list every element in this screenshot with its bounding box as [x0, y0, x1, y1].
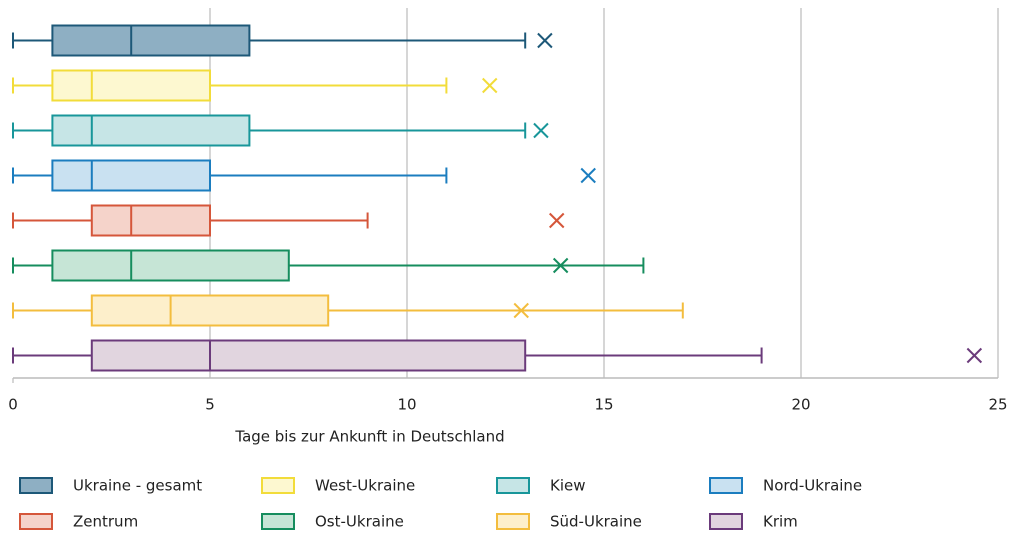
x-tick-label: 10	[397, 396, 416, 414]
x-tick-label: 25	[988, 396, 1007, 414]
legend-label: Süd-Ukraine	[550, 513, 642, 531]
legend-swatch	[19, 513, 53, 530]
x-axis-label: Tage bis zur Ankunft in Deutschland	[234, 428, 504, 446]
legend-swatch	[261, 513, 295, 530]
legend-swatch	[496, 477, 530, 494]
legend-swatch	[261, 477, 295, 494]
x-tick-label: 15	[594, 396, 613, 414]
legend-label: Nord-Ukraine	[763, 477, 862, 495]
legend-label: Ukraine - gesamt	[73, 477, 202, 495]
mean-stroke	[966, 347, 983, 364]
mean-marker	[580, 167, 596, 184]
box	[90, 204, 211, 237]
box	[51, 159, 212, 192]
mean-stroke	[482, 77, 498, 94]
mean-marker	[966, 347, 983, 364]
mean-stroke	[533, 122, 549, 139]
x-tick-label: 0	[8, 396, 18, 414]
legend-label: Ost-Ukraine	[315, 513, 404, 531]
mean-stroke	[513, 302, 529, 319]
legend-label: Zentrum	[73, 513, 138, 531]
box	[90, 339, 527, 372]
mean-stroke	[580, 167, 596, 184]
mean-stroke	[552, 257, 569, 274]
mean-marker	[482, 77, 498, 94]
mean-stroke	[549, 212, 565, 229]
legend-label: West-Ukraine	[315, 477, 415, 495]
box	[51, 114, 251, 147]
mean-marker	[537, 32, 553, 49]
box	[51, 249, 290, 282]
legend-swatch	[709, 513, 743, 530]
box	[51, 24, 251, 57]
mean-marker	[549, 212, 565, 229]
box	[90, 294, 330, 327]
mean-marker	[513, 302, 529, 319]
mean-marker	[533, 122, 549, 139]
legend-swatch	[709, 477, 743, 494]
legend-label: Kiew	[550, 477, 586, 495]
x-tick-label: 20	[791, 396, 810, 414]
mean-marker	[552, 257, 569, 274]
legend-swatch	[19, 477, 53, 494]
box	[51, 69, 212, 102]
legend-swatch	[496, 513, 530, 530]
legend-label: Krim	[763, 513, 798, 531]
x-tick-label: 5	[205, 396, 215, 414]
mean-stroke	[537, 32, 553, 49]
